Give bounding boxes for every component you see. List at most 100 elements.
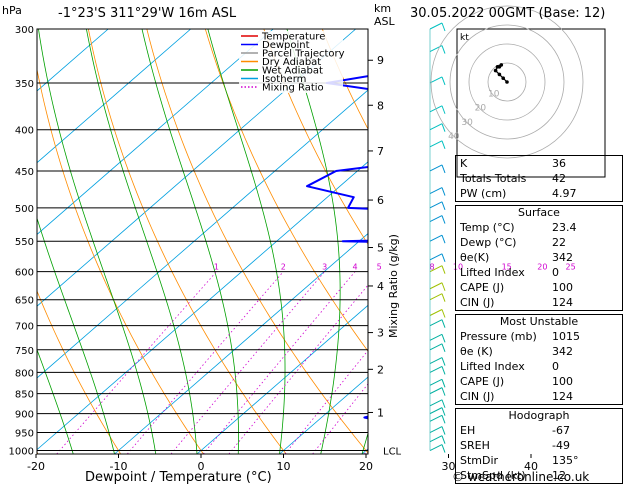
wind-barb bbox=[429, 309, 443, 316]
dry-adiabat-line bbox=[263, 29, 368, 246]
basic-indices-box: K 36 Totals Totals 42 PW (cm) 4.97 bbox=[455, 155, 623, 202]
index-value: 135° bbox=[552, 454, 579, 467]
index-value: 0 bbox=[552, 360, 559, 373]
wet-adiabat-line bbox=[37, 348, 74, 454]
wind-barbs bbox=[429, 22, 446, 453]
surface-row: Temp (°C) 23.4 bbox=[456, 220, 622, 235]
mu-row: Pressure (mb) 1015 bbox=[456, 329, 622, 344]
wind-barb bbox=[429, 378, 443, 386]
hodograph-ring-label: 30 bbox=[461, 118, 473, 128]
index-label: CIN (J) bbox=[460, 296, 495, 309]
x-tick-label: 40 bbox=[524, 460, 538, 473]
index-value: 36 bbox=[552, 157, 566, 170]
index-label: StmDir bbox=[460, 454, 499, 467]
wind-barb bbox=[429, 123, 443, 131]
surface-row: CAPE (J) 100 bbox=[456, 280, 622, 295]
wind-barb bbox=[429, 253, 443, 261]
hodograph-ring bbox=[468, 43, 546, 121]
km-tick-label: 4 bbox=[377, 280, 384, 293]
index-value: 100 bbox=[552, 281, 573, 294]
mixing-ratio-label: 8 bbox=[429, 263, 434, 272]
wind-barb-flag bbox=[441, 435, 446, 444]
km-tick-label: 6 bbox=[377, 194, 384, 207]
wind-barb-flag bbox=[441, 426, 446, 435]
wind-barb bbox=[429, 319, 443, 327]
hodo-row: StmSpd (kt) 12 bbox=[456, 468, 622, 483]
wind-barb-flag bbox=[441, 140, 446, 149]
wind-barb bbox=[429, 293, 443, 301]
index-label: CAPE (J) bbox=[460, 281, 505, 294]
mixing-ratio-line bbox=[284, 349, 368, 454]
surface-box: Surface Temp (°C) 23.4 Dewp (°C) 22 θe(K) 3… bbox=[455, 205, 623, 311]
pressure-tick-label: 300 bbox=[15, 25, 34, 36]
wind-barb-flag bbox=[441, 265, 446, 274]
index-row-k: K 36 bbox=[456, 156, 622, 171]
hodo-row: SREH -49 bbox=[456, 438, 622, 453]
km-tick-label: 2 bbox=[377, 363, 384, 376]
index-value: 342 bbox=[552, 345, 573, 358]
hodograph-point bbox=[505, 80, 509, 84]
pressure-tick-label: 350 bbox=[15, 79, 34, 90]
wind-barb bbox=[429, 22, 443, 30]
legend-label: Dry Adiabat bbox=[262, 57, 321, 68]
index-label: θe (K) bbox=[460, 345, 493, 358]
wind-barb-flag bbox=[441, 201, 446, 211]
hodograph-point bbox=[493, 68, 498, 73]
pressure-tick-label: 900 bbox=[15, 410, 34, 421]
index-value: 124 bbox=[552, 296, 573, 309]
wind-barb bbox=[429, 407, 443, 415]
surface-row: CIN (J) 124 bbox=[456, 295, 622, 310]
background-lines bbox=[37, 29, 368, 454]
wind-barb bbox=[429, 45, 443, 53]
pressure-tick-label: 800 bbox=[15, 368, 34, 379]
km-tick-label: 7 bbox=[377, 145, 384, 158]
index-label: Lifted Index bbox=[460, 266, 525, 279]
isotherm-line bbox=[37, 29, 274, 235]
dry-adiabat-line bbox=[204, 29, 368, 352]
pressure-tick-label: 500 bbox=[15, 204, 34, 215]
wind-barb-flag bbox=[441, 407, 446, 416]
hodograph-box: Hodograph EH -67 SREH -49 StmDir 135° StmSp… bbox=[455, 408, 623, 484]
index-label: Pressure (mb) bbox=[460, 330, 537, 343]
index-label: EH bbox=[460, 424, 476, 437]
pressure-tick-label: 850 bbox=[15, 390, 34, 401]
mixing-ratio-label: 4 bbox=[352, 263, 357, 272]
pressure-tick-label: 550 bbox=[15, 237, 34, 248]
wind-barb bbox=[429, 343, 443, 351]
mixing-ratio-label: 1 bbox=[214, 263, 219, 272]
x-tick-label: 20 bbox=[359, 460, 373, 473]
index-value: 42 bbox=[552, 172, 566, 185]
mixing-ratio-axis-title: Mixing Ratio (g/kg) bbox=[387, 234, 400, 338]
index-label: Lifted Index bbox=[460, 360, 525, 373]
index-value: -67 bbox=[552, 424, 570, 437]
wind-barb-flag bbox=[441, 253, 446, 262]
wind-barb bbox=[429, 265, 443, 273]
pressure-tick-label: 600 bbox=[15, 268, 34, 279]
mixing-ratio-line bbox=[56, 271, 217, 454]
index-value: -49 bbox=[552, 439, 570, 452]
mu-row: CIN (J) 124 bbox=[456, 389, 622, 404]
x-tick-label: 10 bbox=[277, 460, 291, 473]
index-value: 0 bbox=[552, 266, 559, 279]
wind-barb-flag bbox=[441, 22, 446, 32]
wind-barb bbox=[429, 140, 443, 148]
hodograph-point bbox=[497, 65, 502, 69]
hodograph-point bbox=[497, 72, 502, 77]
hodograph-ring bbox=[430, 5, 584, 159]
mu-row: θe (K) 342 bbox=[456, 344, 622, 359]
legend-label: Parcel Trajectory bbox=[262, 49, 345, 60]
wind-barb-flag bbox=[441, 366, 446, 375]
wind-barb bbox=[429, 444, 443, 451]
wind-barb-flag bbox=[441, 187, 446, 196]
mu-row: CAPE (J) 100 bbox=[456, 374, 622, 389]
surface-row: Lifted Index 0 bbox=[456, 265, 622, 280]
wind-barb-flag bbox=[441, 415, 446, 424]
pressure-tick-label: 450 bbox=[15, 167, 34, 178]
wind-barb bbox=[429, 399, 443, 407]
index-value: 100 bbox=[552, 375, 573, 388]
isotherm-line bbox=[279, 376, 368, 454]
pressure-tick-label: 400 bbox=[15, 126, 34, 137]
dry-adiabat-line bbox=[87, 29, 287, 454]
